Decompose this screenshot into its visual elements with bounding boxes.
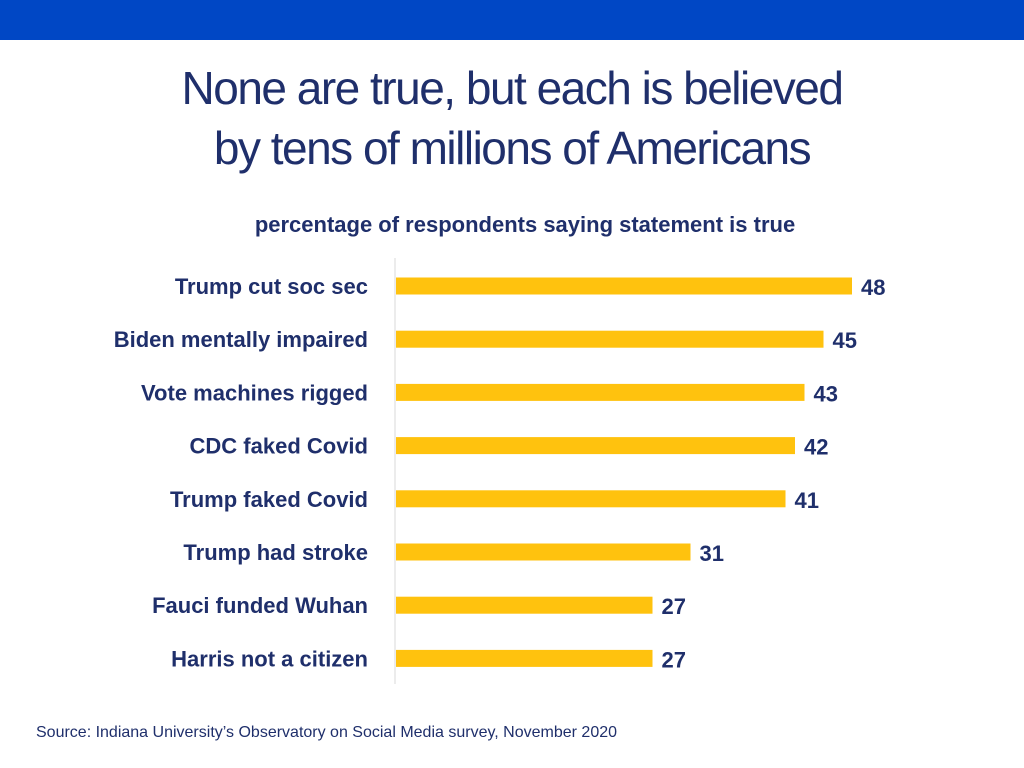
category-label: Trump had stroke — [183, 540, 368, 565]
data-label: 45 — [833, 328, 857, 353]
category-label: CDC faked Covid — [190, 434, 368, 459]
source-note: Source: Indiana University’s Observatory… — [36, 724, 618, 741]
category-label: Harris not a citizen — [171, 646, 368, 671]
category-label: Vote machines rigged — [141, 380, 368, 405]
data-label: 48 — [861, 275, 885, 300]
bar — [396, 543, 691, 561]
bar — [396, 383, 805, 401]
title-line-1: None are true, but each is believed — [181, 62, 844, 114]
data-label: 42 — [804, 435, 828, 460]
bar — [396, 596, 653, 614]
bar — [396, 649, 653, 667]
category-label: Trump faked Covid — [170, 487, 368, 512]
data-label: 27 — [662, 647, 686, 672]
data-label: 31 — [700, 541, 724, 566]
category-label: Trump cut soc sec — [175, 274, 368, 299]
category-label: Fauci funded Wuhan — [152, 593, 368, 618]
bar — [396, 437, 795, 455]
title-line-2: by tens of millions of Americans — [213, 122, 812, 174]
bar — [396, 277, 852, 295]
chart-title: None are true, but each is believed by t… — [0, 58, 1024, 178]
data-label: 43 — [814, 381, 838, 406]
chart-subtitle: percentage of respondents saying stateme… — [254, 212, 796, 237]
data-label: 27 — [662, 594, 686, 619]
bar — [396, 330, 824, 348]
bar — [396, 490, 786, 508]
data-label: 41 — [795, 488, 819, 513]
top-banner — [0, 0, 1024, 40]
category-label: Biden mentally impaired — [114, 327, 368, 352]
